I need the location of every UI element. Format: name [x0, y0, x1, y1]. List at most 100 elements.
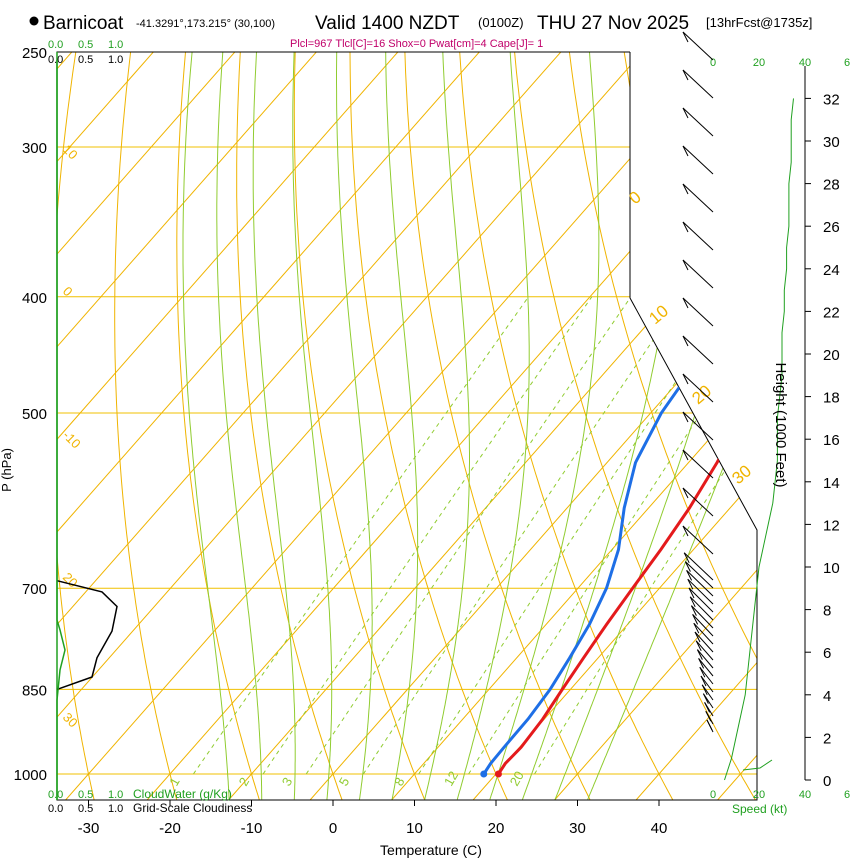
isotherm-line — [146, 52, 757, 800]
temperature-tick-label: 0 — [329, 820, 337, 837]
temperature-tick-label: -20 — [159, 820, 181, 837]
wind-barb — [682, 297, 714, 327]
height-tick-label: 4 — [823, 688, 831, 705]
wind-barb-staff — [682, 259, 714, 289]
wind-barb-flag — [682, 449, 689, 461]
cloudiness-panel — [56, 60, 118, 800]
speed-tick-top: 40 — [799, 57, 811, 69]
wind-barb-staff — [687, 578, 714, 605]
adiabat-label: 0 — [625, 187, 644, 208]
cloudiness-tick-top: 1.0 — [108, 54, 123, 66]
wind-barb-staff — [693, 622, 714, 645]
wind-barb-flag — [683, 552, 690, 564]
isotherm-line — [472, 52, 757, 800]
wind-barb — [682, 449, 714, 479]
station-location: -41.3291°,173.215° (30,100) — [136, 18, 275, 30]
adiabat-label: 10 — [645, 301, 672, 328]
cloudwater-tick-top: 1.0 — [108, 39, 123, 51]
height-tick-label: 2 — [823, 730, 831, 747]
wind-barb — [698, 658, 714, 677]
wind-barb — [682, 31, 714, 61]
plot-border — [56, 51, 758, 801]
dry-adiabat-line — [510, 52, 757, 800]
wind-barb-staff — [698, 658, 714, 677]
moist-adiabat-line — [216, 52, 263, 800]
dry-adiabat-line — [114, 52, 179, 800]
wind-barb-flag — [682, 487, 689, 499]
isotherm-line — [228, 52, 757, 800]
wind-barb-staff — [682, 297, 714, 327]
temperature-tick-label: -30 — [78, 820, 100, 837]
speed-tick-bottom: 0 — [710, 789, 716, 801]
wind-barb-flag — [701, 684, 708, 696]
wind-barb-flag — [689, 596, 696, 608]
height-tick-label: 10 — [823, 560, 840, 577]
speed-tick-top: 20 — [753, 57, 765, 69]
x-axis-label: Temperature (C) — [380, 842, 482, 858]
wind-barb-flag — [682, 259, 689, 271]
cloudwater-tick-bottom: 0.5 — [78, 789, 93, 801]
station-dot-icon — [29, 16, 39, 26]
height-tick-label: 14 — [823, 475, 840, 492]
speed-tick-bottom: 40 — [799, 789, 811, 801]
isotherm-label: 30 — [60, 710, 81, 731]
isotherm-label: 10 — [60, 142, 81, 163]
isotherm-line — [0, 40, 1, 800]
cloudwater-tick-top: 0.0 — [48, 39, 63, 51]
wind-barb-staff — [682, 221, 714, 251]
wind-barb — [682, 487, 714, 517]
wind-barb-flag — [695, 640, 702, 652]
cloudiness-tick-bottom: 0.5 — [78, 803, 93, 815]
pressure-tick-label: 300 — [22, 140, 47, 157]
wind-barb-flag — [687, 578, 694, 590]
wind-barb — [705, 710, 714, 725]
wind-barb-flag — [688, 587, 695, 599]
wind-barb — [683, 552, 714, 581]
y-axis-label: P (hPa) — [0, 448, 14, 492]
header: Barnicoat -41.3291°,173.215° (30,100) Va… — [29, 13, 812, 50]
height-tick-label: 28 — [823, 177, 840, 194]
cloudiness-tick-top: 0.5 — [78, 54, 93, 66]
mixing-ratio-line — [362, 296, 683, 775]
valid-time: Valid 1400 NZDT — [315, 13, 460, 34]
wind-barb-staff — [682, 335, 714, 365]
pressure-tick-label: 500 — [22, 406, 47, 423]
pressure-tick-label: 250 — [22, 45, 47, 62]
temperature-tick-label: 10 — [406, 820, 423, 837]
moist-adiabat-line — [336, 52, 373, 800]
moist-adiabat-line — [182, 52, 230, 800]
wind-barb — [695, 640, 714, 661]
cloudwater-tick-bottom: 1.0 — [108, 789, 123, 801]
station-name: Barnicoat — [43, 13, 124, 34]
wind-barb — [682, 107, 714, 137]
wind-barb — [692, 614, 714, 637]
wind-barb-staff — [682, 145, 714, 175]
wind-barb-flag — [682, 31, 689, 43]
wind-barb — [682, 145, 714, 175]
dry-adiabat-line — [236, 52, 345, 800]
wind-barb — [704, 702, 714, 717]
isotherm-line — [635, 52, 757, 800]
speed-tick-top: 6 — [844, 57, 850, 69]
wind-barb-staff — [682, 487, 714, 517]
wind-barb — [694, 631, 714, 653]
wind-barb — [682, 411, 714, 441]
cloudiness-label: Grid-Scale Cloudiness — [133, 801, 252, 815]
wind-barb — [682, 259, 714, 289]
wind-barb — [682, 69, 714, 99]
cloudwater-label: CloudWater (g/Kg) — [133, 787, 232, 801]
cloudiness-tick-top: 0.0 — [48, 54, 63, 66]
moist-adiabat-line — [252, 52, 296, 800]
wind-barb — [682, 525, 714, 555]
height-tick-label: 30 — [823, 134, 840, 151]
wind-barb-flag — [698, 658, 705, 669]
moist-adiabat-line — [489, 52, 600, 800]
isotherm-line — [57, 52, 409, 800]
wind-barb-staff — [685, 561, 714, 589]
isotherm-line — [57, 52, 246, 800]
wind-barb-flag — [682, 145, 689, 157]
mixing-ratio-label: 3 — [279, 775, 296, 789]
dewpoint-line — [482, 52, 757, 775]
wind-barb — [700, 675, 714, 693]
